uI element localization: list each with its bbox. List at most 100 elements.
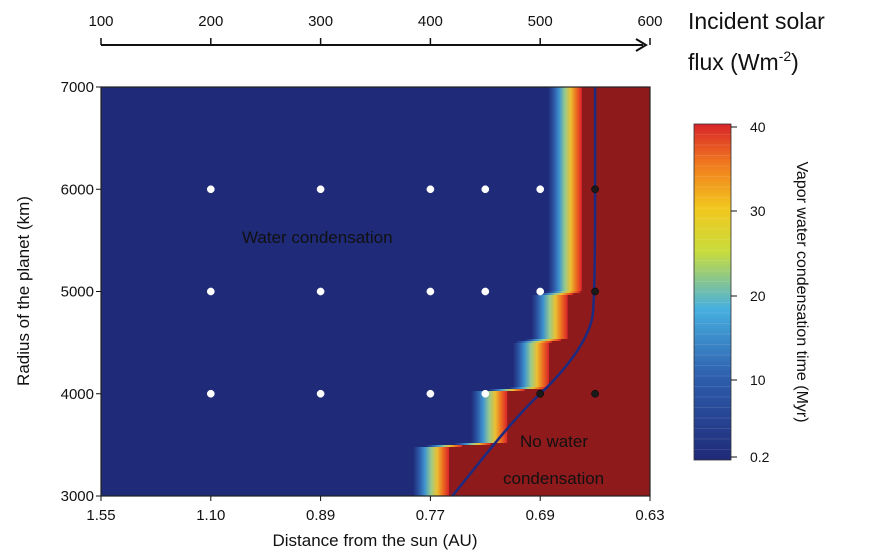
heatmap-row-no-condensation [567, 295, 650, 298]
top-axis: 100 200 300 400 500 600 [88, 13, 663, 52]
heatmap-row-no-condensation [581, 109, 650, 112]
heatmap-row [512, 357, 550, 360]
heatmap-row-no-condensation [507, 437, 650, 440]
heatmap-row [546, 291, 581, 294]
heatmap-row [548, 149, 583, 152]
heatmap-row [412, 447, 450, 450]
heatmap-row [531, 329, 569, 332]
heatmap-row [548, 109, 583, 112]
heatmap-row-no-condensation [507, 399, 650, 402]
heatmap-row-no-condensation [581, 207, 650, 210]
heatmap-row-no-condensation [449, 455, 650, 458]
heatmap-row-no-condensation [567, 319, 650, 322]
heatmap-row-no-condensation [581, 283, 650, 286]
heatmap-row [548, 203, 583, 206]
heatmap-row [548, 199, 583, 202]
heatmap-row [548, 133, 583, 136]
heatmap-row [548, 259, 583, 262]
heatmap-row [412, 483, 450, 486]
colorbar-tick-label: 10 [750, 372, 766, 388]
heatmap-row [548, 191, 583, 194]
heatmap-row [471, 403, 508, 406]
no-condensation-point [591, 389, 599, 398]
heatmap-row [548, 187, 583, 190]
heatmap-row [512, 367, 550, 370]
heatmap-row-no-condensation [548, 361, 650, 364]
heatmap-row-no-condensation [567, 331, 650, 334]
heatmap-row [548, 161, 583, 164]
y-axis-tick-label: 5000 [61, 284, 94, 301]
heatmap-row-no-condensation [581, 221, 650, 224]
heatmap-row-no-condensation [560, 339, 650, 342]
condensation-point [316, 185, 325, 194]
heatmap-row [524, 339, 562, 342]
heatmap-row-no-condensation [567, 297, 650, 300]
heatmap-row-no-condensation [545, 387, 650, 390]
heatmap-row-no-condensation [581, 153, 650, 156]
heatmap-row-no-condensation [548, 343, 650, 346]
heatmap-row [548, 125, 583, 128]
colorbar-tick-label: 40 [750, 119, 766, 135]
heatmap-row [548, 235, 583, 238]
heatmap-row [512, 355, 550, 358]
heatmap-row-no-condensation [567, 305, 650, 308]
colorbar-tick-label: 0.2 [750, 449, 770, 465]
condensation-point [536, 185, 545, 194]
heatmap-row-no-condensation [449, 459, 650, 462]
heatmap-row-no-condensation [548, 349, 650, 352]
heatmap-row [512, 385, 550, 388]
heatmap-row-no-condensation [581, 107, 650, 110]
heatmap-row-no-condensation [548, 369, 650, 372]
x-axis-tick-label: 0.69 [526, 507, 555, 524]
heatmap-row [531, 311, 569, 314]
heatmap-row [548, 159, 583, 162]
annotation-condensation: condensation [503, 469, 604, 488]
heatmap-row-no-condensation [581, 203, 650, 206]
heatmap-row-no-condensation [581, 275, 650, 278]
heatmap-row-no-condensation [581, 225, 650, 228]
heatmap-row-no-condensation [581, 287, 650, 290]
heatmap-row [531, 295, 569, 298]
heatmap-row-no-condensation [507, 421, 650, 424]
heatmap-row [512, 383, 550, 386]
heatmap-row-no-condensation [581, 255, 650, 258]
heatmap-row-no-condensation [581, 231, 650, 234]
heatmap-row-no-condensation [581, 89, 650, 92]
heatmap-row [548, 189, 583, 192]
heatmap-row-no-condensation [462, 445, 650, 448]
heatmap-row [548, 157, 583, 160]
heatmap-row-no-condensation [581, 113, 650, 116]
heatmap-row [548, 245, 583, 248]
heatmap-row [548, 117, 583, 120]
heatmap-row-no-condensation [548, 375, 650, 378]
x-axis-tick-label: 1.10 [196, 507, 225, 524]
heatmap-row [548, 119, 583, 122]
heatmap-row-no-condensation [567, 337, 650, 340]
heatmap-row [512, 349, 550, 352]
heatmap-row [531, 315, 569, 318]
heatmap-row [548, 217, 583, 220]
condensation-point [426, 287, 435, 296]
heatmap-row [548, 173, 583, 176]
y-axis-tick-label: 6000 [61, 181, 94, 198]
heatmap-row-no-condensation [449, 463, 650, 466]
colorbar-label: Vapor water condensation time (Myr) [793, 161, 810, 422]
heatmap-row [512, 373, 550, 376]
heatmap-row-no-condensation [507, 391, 650, 394]
heatmap-row [548, 139, 583, 142]
heatmap-row-no-condensation [581, 105, 650, 108]
heatmap-row [454, 443, 492, 446]
heatmap-row [531, 301, 569, 304]
heatmap-row [412, 473, 450, 476]
heatmap-row [471, 429, 508, 432]
heatmap-row-no-condensation [581, 137, 650, 140]
heatmap-row-no-condensation [581, 263, 650, 266]
heatmap-row-no-condensation [581, 215, 650, 218]
heatmap-row [488, 389, 526, 392]
heatmap-row [512, 345, 550, 348]
heatmap-row [531, 307, 569, 310]
heatmap-row [471, 405, 508, 408]
heatmap-row-no-condensation [581, 201, 650, 204]
heatmap-row [548, 267, 583, 270]
heatmap-row-no-condensation [507, 401, 650, 404]
